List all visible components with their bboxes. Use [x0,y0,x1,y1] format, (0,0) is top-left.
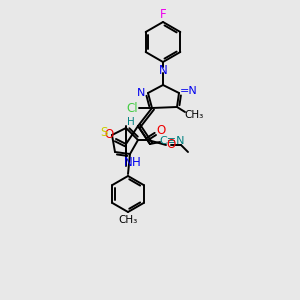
Text: CH₃: CH₃ [184,110,204,120]
Text: F: F [160,8,166,22]
Text: S: S [100,127,108,140]
Text: N: N [159,64,167,76]
Text: Cl: Cl [126,101,138,115]
Text: H: H [132,155,140,169]
Text: C≡N: C≡N [159,136,185,146]
Text: N: N [124,155,132,169]
Text: O: O [167,137,176,151]
Text: =N: =N [180,86,198,96]
Text: H: H [127,117,135,127]
Text: O: O [104,128,114,142]
Text: N: N [137,88,145,98]
Text: O: O [156,124,166,136]
Text: CH₃: CH₃ [118,215,138,225]
